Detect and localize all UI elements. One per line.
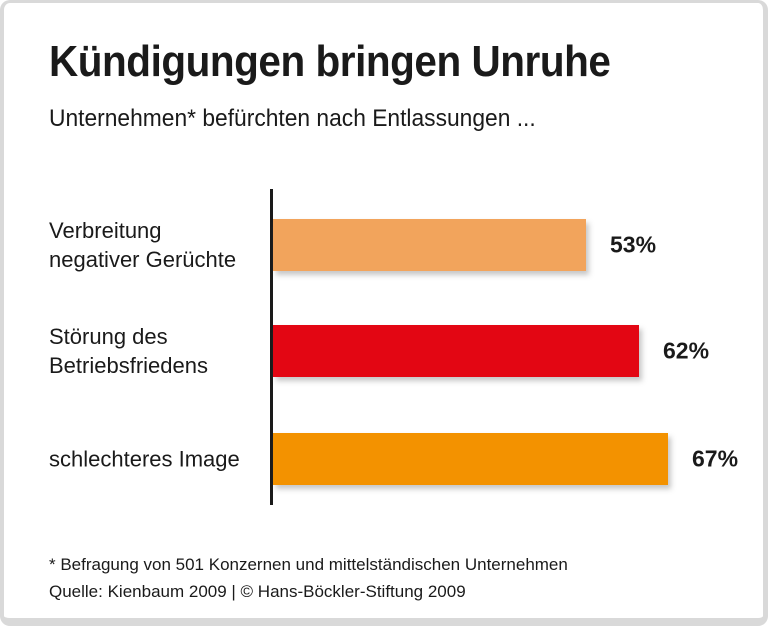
source-line: Quelle: Kienbaum 2009 | © Hans-Böckler-S… [49, 582, 466, 601]
bar-category-label: Störung des Betriebsfriedens [49, 324, 208, 378]
bar-row: schlechteres Image 67% [4, 433, 763, 485]
chart-title: Kündigungen bringen Unruhe [49, 37, 611, 86]
bar-row: Störung des Betriebsfriedens 62% [4, 324, 763, 378]
footer: * Befragung von 501 Konzernen und mittel… [49, 551, 568, 605]
bar-value-label: 62% [663, 337, 710, 364]
bar-category-label: schlechteres Image [49, 446, 240, 472]
bar-value-label: 67% [692, 445, 739, 472]
bar [273, 219, 586, 271]
y-axis-line [270, 189, 273, 505]
chart-subtitle: Unternehmen* befürchten nach Entlassunge… [49, 105, 536, 132]
bar [273, 433, 668, 485]
bar-value-label: 53% [610, 231, 657, 258]
bar-row: Verbreitung negativer Gerüchte 53% [4, 218, 763, 272]
bar-category-label: Verbreitung negativer Gerüchte [49, 218, 237, 272]
footnote: * Befragung von 501 Konzernen und mittel… [49, 555, 568, 574]
bar [273, 325, 639, 377]
